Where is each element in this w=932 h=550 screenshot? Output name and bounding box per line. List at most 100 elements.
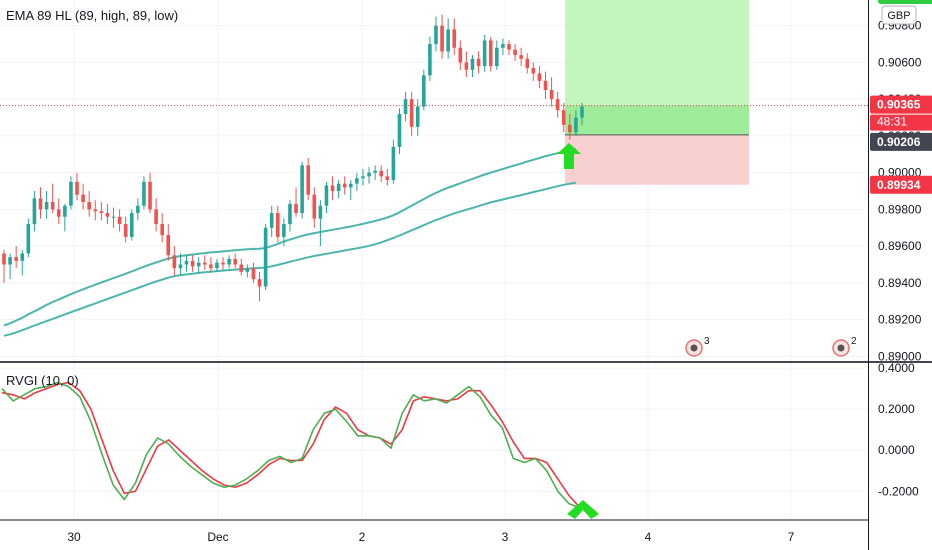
candle-body [81,194,85,203]
event-flag-icon-center [837,344,845,352]
currency-badge: GBP [887,10,910,22]
candle-body [20,253,25,261]
candle-body [458,47,463,63]
grid-lines [0,0,868,520]
candle-body [574,117,578,133]
candle-body [470,58,475,70]
candle-body [440,25,444,52]
candle-body [415,106,420,127]
candle-body [409,99,414,127]
rvgi-tick-label: 0.4000 [878,361,915,375]
candle-body [288,203,292,225]
time-tick-label: 7 [788,530,795,544]
indicator-legend[interactable]: EMA 89 HL (89, high, 89, low) [6,8,179,23]
candle-body [142,181,146,206]
entry-arrow [557,143,581,169]
candle-body [537,73,542,81]
candle-body [275,213,280,237]
price-tick-label: 0.89600 [878,239,922,253]
profit-zone-filled [565,105,749,135]
candle-body [519,55,523,59]
candle-body [172,255,177,269]
candle-body [227,258,231,265]
candle-body [263,227,268,287]
candle-body [282,224,286,237]
candle-body [330,185,335,192]
candle-body [294,203,298,214]
price-tick-label: 0.89400 [878,276,922,290]
candles [2,14,584,302]
event-count: 3 [704,336,710,347]
ema-low-line [3,181,577,337]
target-price-tag [878,0,932,4]
candle-body [549,90,554,100]
candle-body [513,49,517,56]
price-tick-label: 0.89000 [878,349,922,363]
candle-body [531,67,536,74]
last-price-tag: 0.90365 [877,98,921,112]
candle-body [482,40,487,67]
price-tick-label: 0.89800 [878,202,922,216]
rvgi-main-line [1,381,581,509]
candle-body [318,205,323,219]
candle-body [160,224,164,236]
candle-body [452,29,457,48]
candle-body [154,209,158,225]
candle-body [99,211,104,214]
candle-body [129,213,134,237]
candle-body [105,213,110,217]
candle-body [507,44,511,50]
candle-body [8,257,12,265]
ema-high-line [3,147,577,327]
candle-body [403,99,408,114]
candle-body [56,209,61,217]
arrow-up-icon [557,143,581,169]
candle-body [324,185,329,206]
candle-body [2,253,6,265]
time-tick-label: 2 [359,530,366,544]
time-tick-label: 3 [502,530,509,544]
candle-body [385,176,390,180]
candle-body [251,268,256,280]
oscillator-legend[interactable]: RVGI (10, 0) [6,373,79,388]
candle-body [464,62,469,70]
candle-body [367,172,371,177]
candle-body [117,216,122,225]
candle-body [178,264,183,269]
candle-body [166,235,171,256]
chevron-up-icon [567,500,599,519]
candle-body [209,264,213,269]
candle-body [336,183,341,192]
candle-body [184,260,189,265]
candle-body [69,181,73,206]
candle-body [543,80,548,90]
candle-body [239,264,244,272]
rvgi-lines [1,381,581,509]
candle-body [196,262,201,267]
rvgi-tick-label: -0.2000 [878,484,919,498]
candle-body [379,170,384,177]
rvgi-tick-label: 0.2000 [878,402,915,416]
candle-body [495,47,499,67]
candle-body [422,75,426,107]
bar-countdown-tag-bg [870,114,932,131]
event-count: 2 [851,336,857,347]
candle-body [555,99,560,111]
candle-body [245,268,250,272]
candle-body [257,279,262,287]
candle-body [568,124,572,133]
price-tick-label: 0.89200 [878,313,922,327]
candle-body [434,25,438,45]
candle-body [50,202,55,210]
ema-lines [3,147,577,337]
candle-body [580,106,584,118]
candle-body [75,181,79,195]
candle-body [111,216,116,218]
loss-zone[interactable] [565,134,749,185]
time-tick-label: Dec [207,530,228,544]
candle-body [44,202,49,210]
candle-body [221,262,225,265]
entry-price-tag-bg [870,132,932,151]
